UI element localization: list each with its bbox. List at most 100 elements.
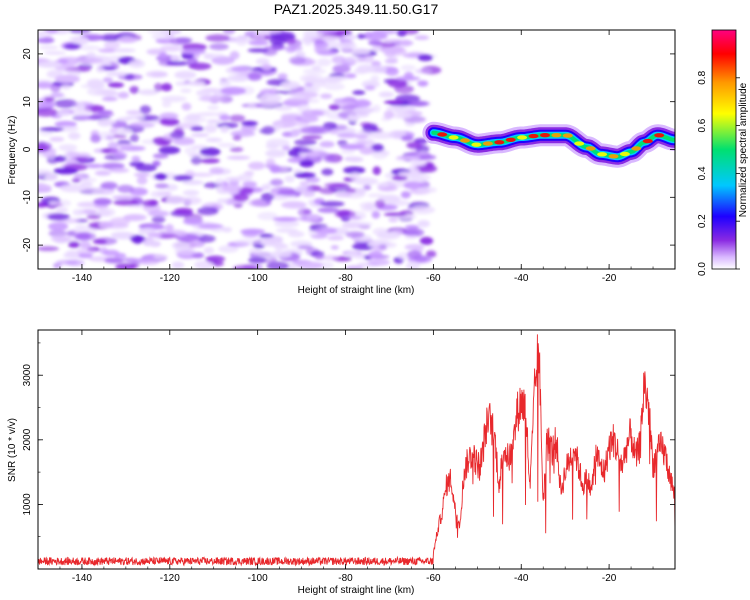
noise-blob (295, 115, 319, 123)
noise-blob (124, 73, 135, 81)
noise-blob (181, 102, 192, 111)
noise-blob (302, 190, 316, 198)
noise-blob (38, 144, 50, 153)
noise-blob (182, 115, 207, 124)
heatmap-x-tick-label: -80 (338, 273, 353, 284)
noise-blob (182, 180, 204, 185)
noise-blob (205, 255, 226, 263)
noise-blob (72, 36, 89, 46)
noise-blob (117, 91, 129, 99)
snr-y-tick-label: 3000 (22, 364, 33, 387)
noise-blob (248, 161, 266, 170)
noise-blob (406, 261, 420, 269)
noise-blob (343, 166, 366, 174)
colorbar-tick-label: 0.2 (697, 214, 708, 228)
noise-blob (198, 234, 216, 243)
noise-blob (286, 97, 312, 103)
noise-blob (270, 178, 284, 186)
noise-blob (400, 191, 411, 199)
noise-blob (145, 239, 160, 246)
noise-blob (109, 148, 124, 155)
noise-blob (165, 224, 174, 232)
noise-blob (68, 132, 81, 140)
signal-hotspot (619, 151, 630, 157)
noise-blob (324, 82, 345, 91)
noise-blob (307, 98, 320, 103)
noise-blob (221, 184, 243, 192)
noise-blob (384, 58, 398, 64)
noise-blob (346, 156, 364, 163)
noise-blob (355, 187, 367, 195)
noise-blob (55, 207, 69, 213)
noise-blob (232, 264, 258, 269)
noise-blob (43, 51, 67, 55)
noise-blob (299, 159, 314, 168)
noise-blob (203, 53, 225, 58)
noise-blob (365, 138, 374, 147)
noise-blob (150, 254, 169, 260)
noise-blob (58, 144, 78, 152)
noise-blob (60, 84, 72, 90)
noise-blob (355, 134, 368, 140)
noise-blob (169, 130, 185, 139)
heatmap-y-tick-label: 0 (22, 146, 33, 152)
noise-blob (97, 119, 117, 125)
noise-blob (371, 60, 381, 68)
heatmap-y-ticks: -20 -10 0 10 20 (22, 48, 675, 252)
noise-blob (171, 241, 191, 250)
noise-blob (138, 227, 156, 234)
noise-blob (219, 80, 231, 87)
noise-blob (175, 81, 189, 86)
noise-blob (79, 177, 98, 183)
heatmap-x-tick-label: -60 (426, 273, 441, 284)
signal-hotspot (551, 133, 562, 138)
noise-blob (174, 137, 195, 145)
noise-blob (158, 146, 181, 155)
signal-hotspot (585, 146, 596, 151)
noise-blob (125, 110, 143, 115)
noise-blob (151, 216, 166, 224)
noise-blob (299, 181, 309, 187)
noise-blob (161, 83, 173, 92)
snr-y-axis-label: SNR (10 * v/v) (7, 418, 18, 482)
noise-blob (232, 134, 242, 141)
noise-blob (344, 73, 357, 79)
noise-blob (234, 239, 259, 246)
noise-blob (147, 232, 164, 238)
noise-blob (189, 172, 214, 177)
noise-blob (301, 109, 325, 117)
noise-blob (76, 248, 97, 255)
noise-blob (100, 61, 112, 67)
noise-blob (417, 80, 429, 87)
noise-blob (180, 88, 192, 93)
noise-blob (371, 46, 382, 52)
noise-blob (255, 58, 270, 65)
noise-blob (58, 68, 79, 74)
noise-blob (196, 112, 220, 117)
noise-blob (359, 146, 374, 155)
noise-blob (367, 259, 390, 266)
noise-blob (48, 201, 58, 206)
noise-blob (45, 173, 58, 181)
noise-blob (410, 205, 436, 214)
noise-blob (353, 177, 379, 186)
noise-blob (305, 176, 320, 183)
noise-blob (338, 41, 357, 51)
noise-blob (169, 37, 190, 45)
signal-hotspot (460, 138, 470, 143)
noise-blob (165, 184, 178, 191)
noise-blob (73, 232, 97, 241)
noise-blob (50, 235, 72, 243)
noise-blob (107, 141, 119, 150)
noise-blob (316, 30, 338, 34)
noise-blob (190, 126, 204, 132)
noise-blob (401, 135, 414, 142)
noise-blob (39, 127, 64, 132)
heatmap-y-tick-label: -10 (22, 190, 33, 205)
noise-blob (63, 43, 81, 50)
noise-blob (42, 150, 57, 159)
noise-blob (364, 85, 376, 91)
noise-blob (128, 59, 145, 68)
noise-blob (383, 110, 394, 119)
